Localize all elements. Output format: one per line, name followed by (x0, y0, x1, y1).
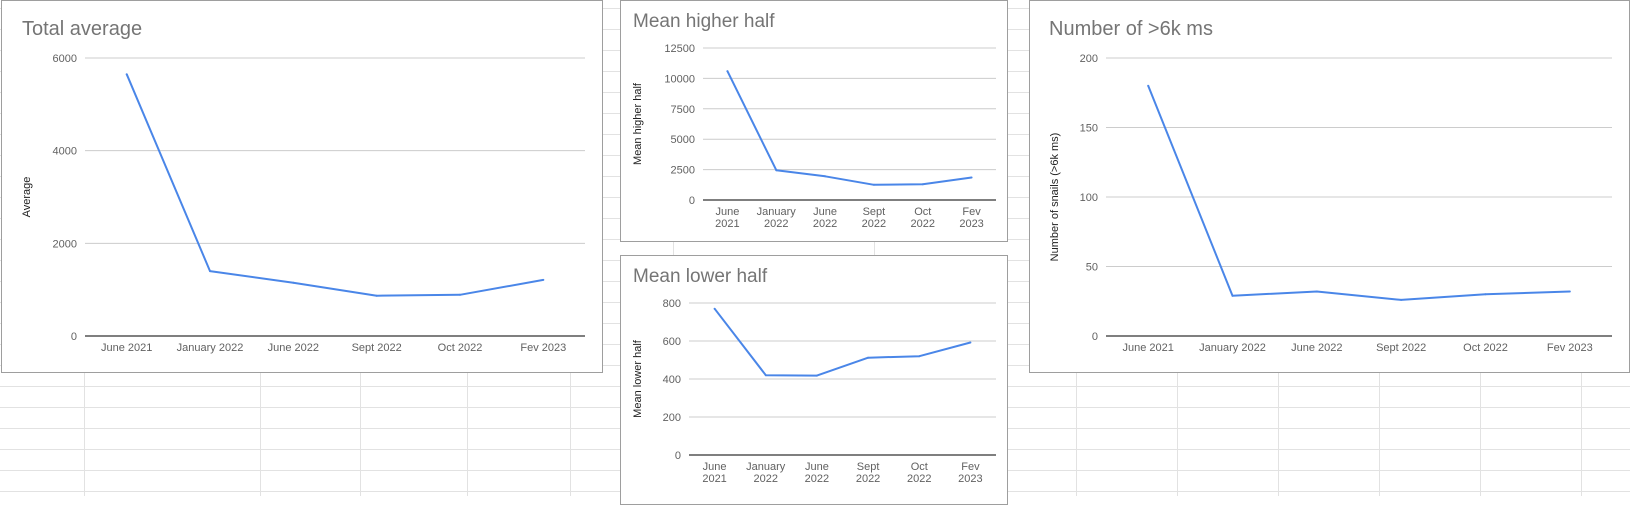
data-point (918, 355, 921, 358)
data-point (1400, 298, 1403, 301)
y-tick-label: 7500 (671, 104, 695, 116)
x-tick-label: June 2022 (1291, 342, 1342, 354)
y-tick-label: 400 (663, 374, 681, 386)
y-tick-label: 600 (663, 336, 681, 348)
series-line (125, 73, 544, 297)
x-tick-label: June 2021 (101, 342, 152, 354)
y-axis-label: Mean higher half (632, 82, 644, 165)
x-tick-label: Sept 2022 (1376, 342, 1426, 354)
y-tick-label: 800 (663, 298, 681, 310)
chart-title: Number of >6k ms (1049, 18, 1213, 40)
x-tick-label: Oct 2022 (911, 206, 935, 230)
chart-mean-lower-half[interactable]: 0 200 400 600 800 June 2021 January 2022 June 2022… (620, 255, 1008, 505)
x-tick-label: June 2022 (268, 342, 319, 354)
series-line (726, 70, 972, 186)
x-tick-label: Fev 2023 (958, 461, 982, 485)
chart-title: Mean lower half (633, 266, 768, 287)
series-line (713, 308, 971, 377)
y-tick-label: 10000 (664, 73, 695, 85)
x-tick-label: June 2021 (702, 461, 726, 485)
x-tick-label: Oct 2022 (1463, 342, 1508, 354)
chart-title: Mean higher half (633, 11, 775, 32)
y-tick-label: 6000 (53, 53, 77, 65)
data-point (824, 175, 827, 178)
chart-number-over-6k[interactable]: 0 50 100 150 200 June 2021 January 2022 June 20… (1029, 0, 1630, 373)
y-tick-label: 200 (1080, 53, 1098, 65)
x-tick-label: Fev 2023 (959, 206, 983, 230)
chart-svg: 0 50 100 150 200 June 2021 January 2022 June 20… (1049, 53, 1612, 354)
x-tick-label: Sept 2022 (352, 342, 402, 354)
y-tick-label: 4000 (53, 146, 77, 158)
data-point (1568, 290, 1571, 293)
data-point (970, 176, 973, 179)
x-tick-label: Sept 2022 (862, 206, 886, 230)
sheet-gridline (874, 0, 875, 496)
series-line (1147, 85, 1570, 301)
x-tick-label: January 2022 (746, 461, 786, 485)
data-point (921, 183, 924, 186)
y-axis-label: Mean lower half (632, 339, 644, 418)
data-point (726, 70, 729, 73)
y-tick-label: 150 (1080, 123, 1098, 135)
x-tick-label: January 2022 (757, 206, 797, 230)
y-axis-label: Average (21, 177, 33, 218)
x-tick-label: June 2022 (813, 206, 837, 230)
data-point (292, 281, 295, 284)
data-point (969, 341, 972, 344)
data-point (459, 293, 461, 296)
data-point (209, 270, 211, 273)
chart-mean-higher-half[interactable]: 0 2500 5000 7500 10000 12500 June 2021 January 20… (620, 0, 1008, 242)
y-tick-label: 0 (1092, 331, 1098, 343)
chart-title: Total average (22, 18, 143, 40)
data-point (1231, 294, 1234, 297)
chart-total-average[interactable]: 0 2000 4000 6000 June 2021 January 2022 June 2… (1, 0, 603, 373)
data-point (867, 356, 870, 359)
x-tick-label: Fev 2023 (1547, 342, 1593, 354)
y-tick-label: 2000 (53, 238, 77, 250)
y-tick-label: 0 (689, 195, 695, 207)
x-tick-label: Oct 2022 (438, 342, 483, 354)
data-point (375, 294, 378, 297)
x-tick-label: Fev 2023 (520, 342, 566, 354)
x-tick-label: June 2021 (715, 206, 739, 230)
x-tick-label: Oct 2022 (907, 461, 931, 485)
y-tick-label: 50 (1086, 262, 1098, 274)
x-tick-label: Sept 2022 (856, 461, 880, 485)
y-axis-label: Number of snails (>6k ms) (1049, 133, 1061, 262)
data-point (764, 374, 767, 377)
x-tick-label: January 2022 (177, 342, 244, 354)
sheet-gridline (673, 0, 674, 496)
x-tick-label: June 2021 (1122, 342, 1173, 354)
data-point (125, 73, 128, 76)
y-tick-label: 200 (663, 412, 681, 424)
data-point (1147, 84, 1150, 87)
data-point (815, 374, 818, 377)
data-point (1484, 293, 1487, 296)
y-tick-label: 12500 (664, 43, 695, 55)
data-point (713, 307, 716, 310)
y-tick-label: 0 (675, 450, 681, 462)
chart-svg: 0 2500 5000 7500 10000 12500 June 2021 January 20… (632, 43, 996, 230)
data-point (1315, 290, 1318, 293)
y-tick-label: 5000 (671, 134, 695, 146)
y-tick-label: 100 (1080, 192, 1098, 204)
x-tick-label: January 2022 (1199, 342, 1266, 354)
data-point (775, 169, 778, 172)
y-tick-label: 2500 (671, 165, 695, 177)
y-tick-label: 0 (71, 331, 77, 343)
chart-svg: 0 200 400 600 800 June 2021 January 2022 June 2022… (632, 298, 996, 485)
chart-svg: 0 2000 4000 6000 June 2021 January 2022 June 2… (21, 53, 585, 354)
x-tick-label: June 2022 (805, 461, 829, 485)
data-point (872, 183, 875, 186)
data-point (542, 278, 545, 281)
